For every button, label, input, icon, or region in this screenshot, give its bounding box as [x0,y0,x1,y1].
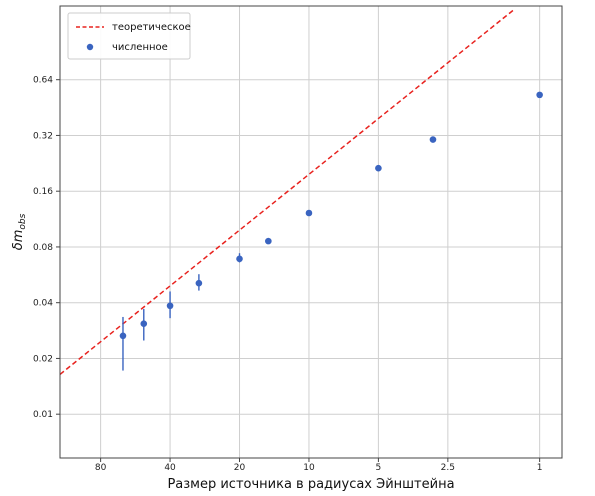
x-tick-label: 40 [164,463,176,473]
legend-dot-swatch [86,43,94,51]
legend-label-numerical: численное [112,42,168,53]
y-tick-label: 0.32 [33,131,53,141]
data-point [119,332,127,340]
y-tick-label: 0.01 [33,410,53,420]
x-tick-label: 10 [303,463,315,473]
theoretical-line [60,9,514,375]
y-axis-label: δmobs [11,213,28,250]
plot-frame [59,5,563,459]
y-axis-label-main: δm [11,230,26,251]
y-axis-label-subscript: obs [18,213,28,229]
plot-series [60,9,543,375]
x-tick-label: 1 [537,463,543,473]
data-point [195,279,203,287]
x-tick-label: 2.5 [441,463,455,473]
data-point [375,164,382,172]
data-point [265,237,272,245]
y-tick-label: 0.04 [33,299,53,309]
data-point [536,91,543,99]
x-axis-label: Размер источника в радиусах Эйнштейна [167,477,454,492]
data-point [166,302,174,310]
data-point [429,136,437,143]
x-tick-label: 20 [234,463,246,473]
y-tick-label: 0.08 [33,243,53,253]
y-tick-label: 0.02 [33,354,53,364]
y-tick-label: 0.16 [33,187,53,197]
x-tick-label: 80 [95,463,107,473]
y-axis-ticks: 0.01 0.02 0.04 0.08 0.16 0.32 0.64 [33,76,60,420]
y-tick-label: 0.64 [33,76,53,86]
x-axis-ticks: 80 40 20 10 5 2.5 1 [95,458,543,473]
grid [60,6,562,458]
data-point [140,320,148,328]
legend: теоретическое численное [67,12,191,60]
data-point [305,209,313,217]
legend-label-theoretical: теоретическое [112,22,191,33]
data-point [236,255,243,263]
legend-box [67,12,191,60]
x-tick-label: 5 [376,463,382,473]
